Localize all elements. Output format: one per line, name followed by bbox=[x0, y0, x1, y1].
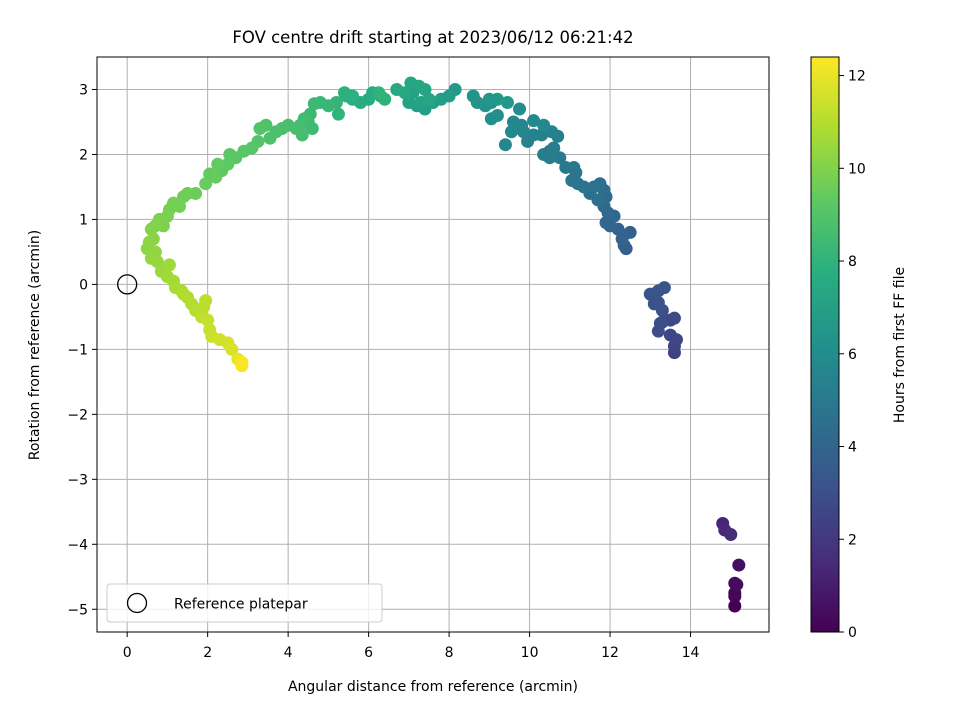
colorbar-tick-label: 12 bbox=[848, 69, 866, 85]
chart-title: FOV centre drift starting at 2023/06/12 … bbox=[232, 28, 633, 47]
data-point bbox=[547, 141, 561, 155]
data-point bbox=[521, 134, 535, 148]
y-tick-label: −4 bbox=[67, 537, 88, 553]
data-point bbox=[263, 131, 277, 145]
y-tick-label: 2 bbox=[79, 147, 88, 163]
data-point bbox=[657, 281, 671, 295]
legend-entry: Reference platepar bbox=[174, 597, 308, 613]
legend-marker bbox=[126, 592, 148, 614]
y-tick-label: 1 bbox=[79, 212, 88, 228]
data-point bbox=[209, 170, 223, 184]
data-point bbox=[253, 121, 267, 135]
x-tick-label: 2 bbox=[203, 645, 212, 661]
data-point bbox=[346, 89, 360, 103]
data-point bbox=[587, 180, 601, 194]
x-tick-label: 0 bbox=[123, 645, 132, 661]
data-point bbox=[150, 255, 164, 269]
x-tick-label: 8 bbox=[445, 645, 454, 661]
data-point bbox=[653, 316, 667, 330]
data-point bbox=[663, 328, 677, 342]
data-point bbox=[144, 222, 158, 236]
x-tick-label: 14 bbox=[682, 645, 700, 661]
colorbar-tick-label: 0 bbox=[848, 625, 857, 641]
data-point bbox=[647, 297, 661, 311]
y-axis-label: Rotation from reference (arcmin) bbox=[27, 230, 43, 460]
data-point bbox=[331, 107, 345, 121]
x-tick-label: 6 bbox=[364, 645, 373, 661]
data-point bbox=[732, 558, 746, 572]
colorbar-gradient bbox=[810, 56, 840, 633]
data-point bbox=[490, 108, 504, 122]
data-point bbox=[559, 160, 573, 174]
colorbar-tick-label: 6 bbox=[848, 347, 857, 363]
reference-point bbox=[117, 274, 138, 295]
legend: Reference platepar bbox=[106, 583, 383, 623]
y-axis-ticks: −5 −4 −3 −2 −1 0 1 2 3 bbox=[67, 82, 97, 618]
y-tick-label: −1 bbox=[67, 342, 88, 358]
y-tick-label: −2 bbox=[67, 407, 88, 423]
colorbar: 0 2 4 6 8 10 12 Hours from first FF file bbox=[810, 56, 908, 641]
data-point bbox=[402, 95, 416, 109]
data-point bbox=[615, 232, 629, 246]
data-point bbox=[199, 177, 213, 191]
data-point bbox=[466, 89, 480, 103]
data-point bbox=[223, 147, 237, 161]
data-point bbox=[307, 97, 321, 111]
y-tick-label: 0 bbox=[79, 277, 88, 293]
data-point bbox=[591, 193, 605, 207]
data-point bbox=[728, 599, 742, 613]
data-point bbox=[553, 151, 567, 165]
grid-lines bbox=[97, 57, 769, 632]
data-point bbox=[422, 92, 436, 106]
data-point bbox=[305, 121, 319, 135]
data-point bbox=[537, 118, 551, 132]
colorbar-ticks: 0 2 4 6 8 10 12 bbox=[839, 69, 866, 641]
data-point bbox=[372, 86, 386, 100]
legend-box bbox=[106, 583, 383, 623]
data-point bbox=[225, 342, 239, 356]
data-point bbox=[724, 528, 738, 542]
reference-marker bbox=[117, 274, 138, 295]
colorbar-tick-label: 4 bbox=[848, 440, 857, 456]
data-point bbox=[201, 313, 215, 327]
data-points bbox=[140, 76, 746, 613]
data-point bbox=[537, 147, 551, 161]
data-point bbox=[211, 157, 225, 171]
y-tick-label: 3 bbox=[79, 82, 88, 98]
data-point bbox=[390, 82, 404, 96]
data-point bbox=[527, 114, 541, 128]
data-point bbox=[177, 287, 191, 301]
x-tick-label: 4 bbox=[284, 645, 293, 661]
data-point bbox=[177, 190, 191, 204]
data-point bbox=[162, 258, 176, 272]
y-tick-label: −5 bbox=[67, 602, 88, 618]
data-point bbox=[506, 115, 520, 129]
data-point bbox=[513, 102, 527, 116]
data-point bbox=[730, 578, 744, 592]
data-point bbox=[667, 311, 681, 325]
data-point bbox=[235, 355, 249, 369]
colorbar-tick-label: 10 bbox=[848, 161, 866, 177]
data-point bbox=[498, 138, 512, 152]
colorbar-tick-label: 8 bbox=[848, 254, 857, 270]
data-point bbox=[504, 125, 518, 139]
x-axis-label: Angular distance from reference (arcmin) bbox=[288, 679, 578, 695]
colorbar-label: Hours from first FF file bbox=[892, 267, 908, 423]
x-tick-label: 12 bbox=[601, 645, 619, 661]
x-tick-label: 10 bbox=[521, 645, 539, 661]
plot-frame bbox=[96, 56, 770, 633]
x-axis-ticks: 0 2 4 6 8 10 12 14 bbox=[123, 632, 700, 661]
y-tick-label: −3 bbox=[67, 472, 88, 488]
data-point bbox=[404, 76, 418, 90]
data-point bbox=[490, 92, 504, 106]
colorbar-tick-label: 2 bbox=[848, 532, 857, 548]
data-point bbox=[500, 95, 514, 109]
data-point bbox=[199, 294, 213, 308]
